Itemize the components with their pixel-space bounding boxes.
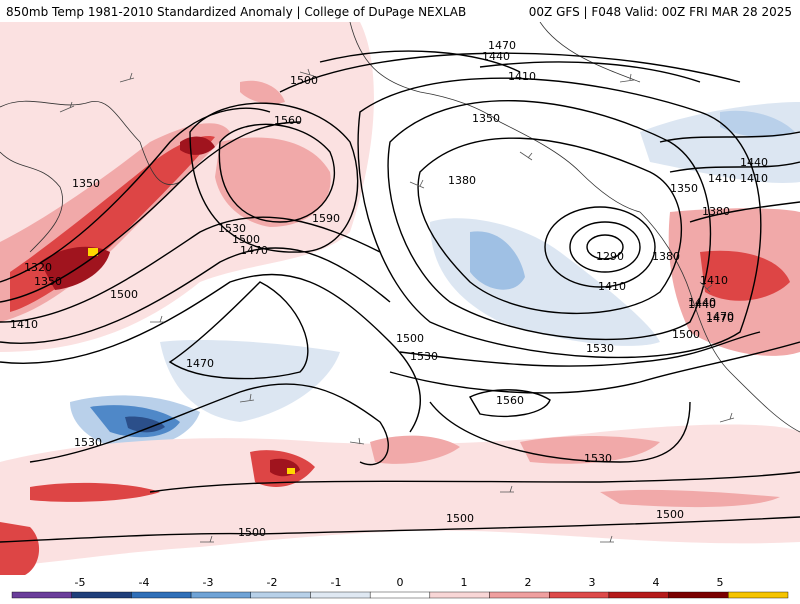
colorbar-tick-label: 5	[717, 576, 724, 589]
contour-label: 1440	[688, 296, 716, 309]
contour-label: 1500	[290, 74, 318, 87]
colorbar-tick-label: -5	[75, 576, 86, 589]
contour-label: 1500	[110, 288, 138, 301]
contour-label: 1380	[448, 174, 476, 187]
colorbar-tick-label: -2	[267, 576, 278, 589]
colorbar-tick-label: -3	[203, 576, 214, 589]
colorbar-tick-label: -4	[139, 576, 150, 589]
contour-label: 1440	[688, 298, 716, 311]
contour-label: 1530	[410, 350, 438, 363]
contour-label: 1410	[10, 318, 38, 331]
anomaly-map: 1470 1440 1410 1350 1380 1290 1380 1410 …	[0, 22, 800, 575]
colorbar-svg: -5 -4 -3 -2 -1 0 1 2 3 4 5	[11, 576, 789, 599]
colorbar-tick-label: 1	[461, 576, 468, 589]
colorbar-segment	[608, 591, 669, 599]
contour-label: 1530	[584, 452, 612, 465]
colorbar-tick-label: 4	[653, 576, 660, 589]
contour-label: 1530	[586, 342, 614, 355]
contour-label: 1500	[396, 332, 424, 345]
header-bar: 850mb Temp 1981-2010 Standardized Anomal…	[0, 0, 800, 22]
contour-label: 1350	[72, 177, 100, 190]
contour-label: 1470	[488, 39, 516, 52]
negative-anomaly-shading	[70, 102, 800, 529]
contour-label: 1440	[482, 50, 510, 63]
colorbar-segment	[668, 591, 729, 599]
colorbar-tick-label: 0	[397, 576, 404, 589]
contour-label: 1350	[34, 275, 62, 288]
colorbar-segment	[549, 591, 610, 599]
colorbar: -5 -4 -3 -2 -1 0 1 2 3 4 5	[0, 575, 800, 600]
colorbar-segment	[250, 591, 311, 599]
contour-label: 1380	[702, 205, 730, 218]
colorbar-ticks: -5 -4 -3 -2 -1 0 1 2 3 4 5	[75, 576, 724, 589]
colorbar-segment	[71, 591, 132, 599]
model-run-info: 00Z GFS | F048 Valid: 00Z FRI MAR 28 202…	[528, 5, 792, 19]
positive-anomaly-shading	[0, 22, 800, 575]
contour-label: 1560	[496, 394, 524, 407]
contour-labels: 1470 1440 1410 1350 1380 1290 1380 1410 …	[10, 39, 768, 539]
contour-label: 1500	[672, 328, 700, 341]
contour-label: 1350	[472, 112, 500, 125]
contour-label: 1410	[740, 172, 768, 185]
colorbar-segment	[728, 591, 789, 599]
contour-label: 1470	[706, 312, 734, 325]
contour-label: 1410	[508, 70, 536, 83]
colorbar-segment	[190, 591, 251, 599]
colorbar-tick-label: 3	[589, 576, 596, 589]
wind-barbs	[59, 68, 735, 543]
colorbar-segment	[369, 591, 431, 599]
coastlines	[0, 22, 800, 433]
contour-label: 1410	[708, 172, 736, 185]
colorbar-segment	[131, 591, 192, 599]
contour-label: 1410	[598, 280, 626, 293]
colorbar-tick-label: -1	[331, 576, 342, 589]
colorbar-segment	[310, 591, 371, 599]
contour-label: 1470	[240, 244, 268, 257]
contour-label: 1530	[74, 436, 102, 449]
contour-label: 1470	[706, 310, 734, 323]
contour-label: 1380	[652, 250, 680, 263]
contour-label: 1500	[446, 512, 474, 525]
height-contours	[0, 50, 800, 543]
contour-label: 1500	[656, 508, 684, 521]
contour-label: 1500	[232, 233, 260, 246]
colorbar-segment	[429, 591, 490, 599]
contour-label: 1290	[596, 250, 624, 263]
contour-label: 1440	[740, 156, 768, 169]
colorbar-tick-label: 2	[525, 576, 532, 589]
contour-label: 1530	[218, 222, 246, 235]
contour-label: 1320	[24, 261, 52, 274]
contour-label: 1410	[700, 274, 728, 287]
contour-label: 1350	[670, 182, 698, 195]
map-title: 850mb Temp 1981-2010 Standardized Anomal…	[6, 5, 467, 19]
colorbar-segment	[11, 591, 72, 599]
contour-label: 1500	[238, 526, 266, 539]
contour-label: 1560	[274, 114, 302, 127]
colorbar-segment	[489, 591, 550, 599]
contour-label: 1590	[312, 212, 340, 225]
colorbar-bar	[11, 591, 789, 599]
contour-label: 1470	[186, 357, 214, 370]
